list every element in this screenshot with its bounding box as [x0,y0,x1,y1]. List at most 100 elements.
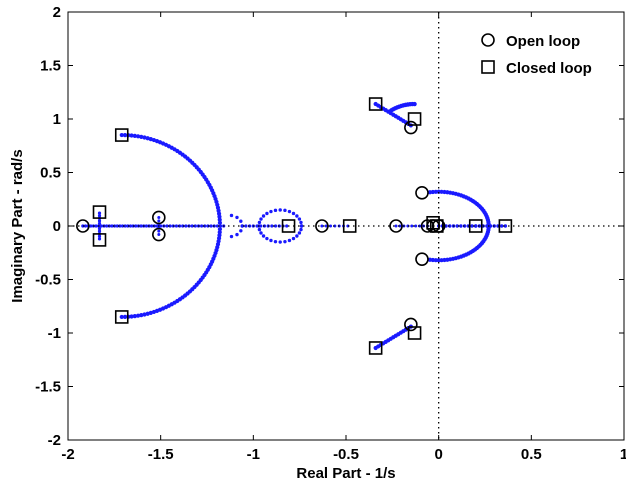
locus-point [135,134,141,139]
open-loop-pole [315,219,329,233]
closed-loop-pole [92,233,107,247]
locus-point [488,224,493,228]
x-tick-label: 0 [434,446,442,463]
locus-point [406,224,410,228]
locus-point [273,239,278,244]
locus-point [139,224,143,228]
closed-loop-pole [426,215,440,230]
locus-point [190,224,194,228]
locus-point [209,224,213,228]
locus-point [299,227,303,232]
locus-point [206,224,210,228]
locus-point [105,224,109,228]
locus-point [462,224,467,228]
locus-point [139,134,144,139]
locus-point [261,234,266,238]
closed-loop-pole [342,219,357,233]
locus-point [177,224,182,228]
locus-point [157,215,161,219]
locus-point [269,209,273,214]
closed-loop-pole [407,326,422,340]
locus-point [157,233,161,237]
y-tick-label: 1.5 [40,58,61,75]
locus-point [499,224,504,228]
locus-point [129,314,134,319]
legend-closed-loop-label: Closed loop [506,60,592,77]
locus-point [217,217,222,222]
locus-point [439,189,444,194]
locus-point [122,133,128,138]
locus-point [474,224,478,228]
locus-point [97,234,102,238]
locus-point [244,224,248,228]
locus-point [257,227,262,232]
locus-point [235,232,239,237]
locus-point [157,219,161,223]
locus-point [333,224,337,228]
closed-loop-pole [281,219,296,233]
locus-point [165,224,169,228]
locus-point [427,190,433,195]
locus-point [217,227,223,232]
locus-point [148,310,153,315]
locus-point [410,224,414,228]
locus-point [346,224,350,228]
open-loop-pole [76,219,90,233]
locus-point [433,258,438,263]
open-loop-pole [404,120,418,135]
pole-markers [76,97,513,355]
locus-point [97,211,102,215]
locus-point [436,258,441,263]
locus-point [119,132,124,138]
open-loop-pole [415,252,429,266]
locus-point [142,135,147,140]
locus-point [145,136,150,141]
locus-point [215,224,219,228]
locus-point [132,133,137,138]
closed-loop-pole [92,205,107,219]
locus-point [97,237,102,241]
locus-point [174,224,179,228]
x-tick-label: -2 [61,446,74,463]
x-tick-label: -1.5 [148,446,174,463]
locus-point [181,224,185,228]
locus-point [270,224,274,228]
closed-loop-pole [430,219,444,233]
locus-point [291,236,296,241]
locus-point [418,224,422,228]
open-loop-pole [415,186,429,200]
locus-point [295,214,299,218]
y-tick-label: 2 [53,4,61,21]
open-loop-pole [389,219,403,233]
locus-point [259,231,263,235]
open-loop-pole [152,210,166,225]
locus-point [139,313,144,318]
locus-point [129,133,134,138]
y-tick-label: -1 [48,325,61,342]
x-tick-label: 1 [620,446,626,463]
y-tick-label: -1.5 [35,379,61,396]
locus-point [273,224,278,228]
locus-point [414,224,418,228]
locus-point [320,224,324,228]
locus-point [229,234,234,239]
locus-point [459,224,463,228]
locus-point [97,221,102,226]
locus-point [145,311,150,316]
locus-point [273,208,278,213]
locus-point [115,224,119,228]
locus-point [485,224,489,228]
locus-point [132,314,137,319]
locus-point [398,224,402,228]
locus-point [278,240,282,244]
legend-closed-loop-marker [481,60,495,74]
locus-point [455,224,459,228]
axis-ticks: -2 -1.5 -1 -0.5 0 0.5 1 2 1.5 1 0.5 0 -0.5 -1 -1.5 -2 [35,4,626,463]
locus-point [123,224,127,228]
closed-loop-pole [468,219,483,233]
locus-point [278,208,282,212]
locus-point [436,189,441,194]
locus-point [503,224,508,228]
legend: Open loop Closed loop [481,33,592,77]
y-tick-label: 1 [53,111,61,128]
